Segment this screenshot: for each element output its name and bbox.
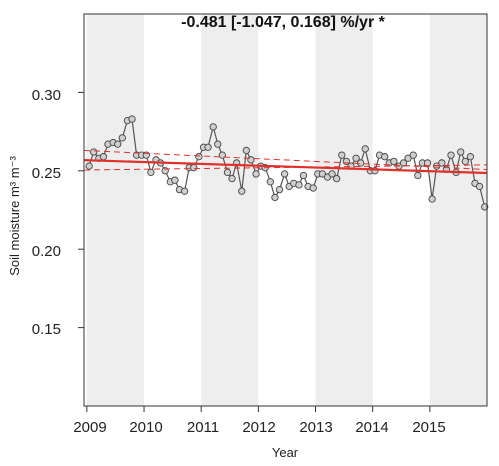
x-tick-label: 2010 (129, 419, 162, 436)
x-tick-label: 2009 (73, 419, 106, 436)
y-axis-label: Soil moisture m³ m⁻³ (7, 156, 22, 276)
data-point (361, 145, 369, 153)
x-tick-label: 2012 (242, 419, 275, 436)
data-point (338, 151, 346, 159)
data-point (280, 170, 289, 178)
data-point (195, 153, 203, 161)
data-point (171, 176, 179, 184)
data-point (404, 154, 412, 162)
data-point (457, 148, 465, 156)
data-point (447, 151, 455, 159)
plot-frame (83, 13, 488, 407)
data-point (228, 174, 236, 183)
trend-ci-upper (83, 149, 488, 171)
data-point (90, 148, 98, 156)
x-tick-label: 2014 (355, 419, 388, 436)
data-point (352, 154, 360, 162)
y-tick-label: 0.20 (32, 243, 61, 260)
data-point (214, 140, 222, 148)
data-point (223, 168, 232, 177)
data-point (481, 203, 489, 211)
data-point (180, 187, 189, 195)
data-point (266, 178, 275, 186)
y-tick-marks (78, 91, 84, 329)
data-point (114, 140, 122, 148)
data-point (318, 170, 327, 178)
data-point (475, 182, 484, 191)
data-point (309, 184, 317, 192)
year-band (429, 14, 487, 406)
data-point (461, 157, 469, 166)
data-point (409, 151, 417, 159)
data-point (381, 153, 389, 161)
data-point (190, 164, 198, 172)
year-background-bands (86, 14, 487, 406)
trend-annotation: -0.481 [-1.047, 0.168] %/yr * (181, 14, 385, 31)
x-tick-label: 2013 (299, 419, 332, 436)
data-point (238, 187, 246, 195)
data-point (295, 181, 303, 189)
x-tick-marks (86, 406, 431, 412)
year-band (86, 14, 145, 406)
data-point (128, 115, 136, 123)
data-point (390, 157, 398, 166)
y-tick-label: 0.25 (32, 165, 61, 182)
data-point (275, 185, 284, 194)
y-tick-label: 0.15 (32, 321, 61, 338)
x-axis-label: Year (272, 445, 299, 460)
x-tick-label: 2015 (412, 419, 445, 436)
trend-lines (83, 149, 488, 175)
data-point (423, 159, 432, 167)
x-tick-label: 2011 (187, 419, 219, 436)
data-point (414, 171, 422, 180)
data-point (328, 170, 336, 178)
year-band (201, 14, 259, 406)
data-point (204, 143, 212, 151)
trend-line (83, 159, 488, 175)
data-point (247, 156, 255, 164)
data-point (466, 153, 475, 161)
data-point (118, 134, 126, 142)
data-point (438, 159, 446, 167)
data-point (85, 162, 93, 170)
data-point (147, 168, 155, 177)
data-point (242, 146, 250, 155)
data-point (252, 170, 260, 178)
data-point (333, 174, 341, 183)
data-point (209, 123, 217, 131)
data-point (299, 171, 308, 180)
data-point (399, 159, 408, 167)
data-point (99, 153, 108, 161)
year-band (315, 14, 373, 406)
data-point (428, 195, 436, 203)
data-point (271, 193, 279, 202)
y-tick-label: 0.30 (32, 87, 61, 104)
